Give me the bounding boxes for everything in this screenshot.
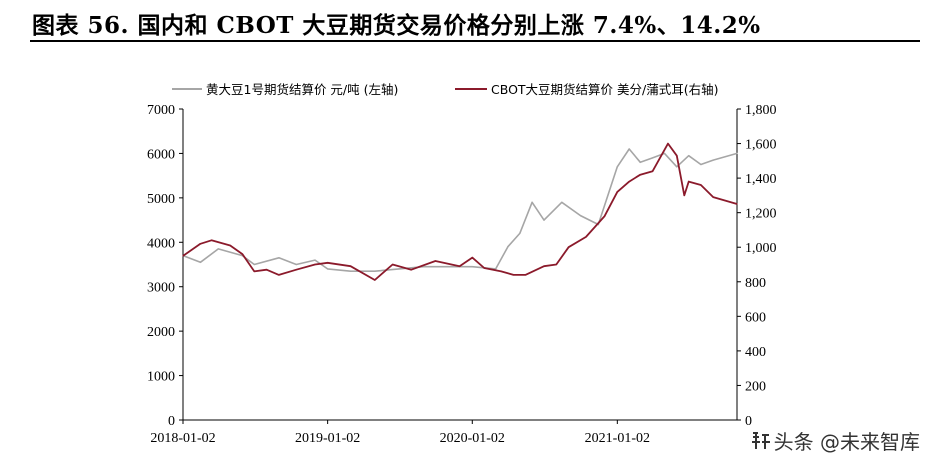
- data-point-domestic: [374, 270, 376, 272]
- data-point-cbot: [266, 269, 268, 271]
- data-point-cbot: [616, 191, 618, 193]
- data-point-domestic: [688, 155, 690, 157]
- y-right-tick-label: 400: [745, 345, 766, 360]
- data-point-cbot: [314, 263, 316, 266]
- data-point-domestic: [278, 257, 280, 259]
- data-point-cbot: [585, 236, 587, 238]
- y-right-tick-label: 800: [745, 276, 766, 291]
- data-point-domestic: [543, 219, 545, 221]
- data-point-cbot: [241, 253, 243, 255]
- y-right-tick-label: 1,200: [745, 207, 777, 222]
- watermark-logo-icon: [751, 432, 770, 449]
- legend-label-domestic: 黄大豆1号期货结算价 元/吨 (左轴): [206, 82, 398, 97]
- data-point-cbot: [736, 203, 738, 205]
- data-point-cbot: [683, 194, 685, 196]
- data-point-cbot: [410, 269, 412, 271]
- chart-title: 图表 56. 国内和 CBOT 大豆期货交易价格分别上涨 7.4%、14.2%: [32, 12, 761, 39]
- legend-label-cbot: CBOT大豆期货结算价 美分/蒲式耳(右轴): [491, 82, 719, 97]
- data-point-domestic: [327, 268, 329, 270]
- data-point-cbot: [471, 257, 473, 259]
- data-point-domestic: [398, 268, 400, 270]
- data-point-domestic: [700, 163, 702, 166]
- y-right-tick-label: 1,800: [745, 103, 777, 118]
- watermark-text: 头条 @未来智库: [773, 430, 920, 454]
- x-tick-label: 2020-01-02: [440, 431, 505, 446]
- data-point-domestic: [314, 259, 316, 261]
- data-point-cbot: [199, 243, 201, 245]
- data-point-cbot: [278, 274, 280, 276]
- data-point-domestic: [519, 232, 521, 234]
- data-point-domestic: [652, 157, 654, 159]
- data-point-cbot: [210, 239, 213, 241]
- data-point-cbot: [676, 155, 678, 157]
- title-underline: [30, 40, 920, 42]
- data-point-domestic: [471, 266, 473, 268]
- series-line-cbot: [182, 142, 738, 281]
- data-point-cbot: [700, 184, 702, 186]
- data-point-cbot: [712, 196, 714, 198]
- data-point-domestic: [447, 266, 449, 268]
- data-point-cbot: [434, 260, 436, 262]
- data-point-domestic: [199, 261, 201, 263]
- x-tick-label: 2021-01-02: [585, 431, 650, 446]
- data-point-domestic: [676, 166, 678, 168]
- data-point-cbot: [500, 270, 502, 272]
- y-right-tick-label: 600: [745, 310, 766, 325]
- data-point-domestic: [628, 148, 630, 150]
- data-point-cbot: [628, 181, 630, 183]
- data-point-domestic: [579, 215, 582, 217]
- data-point-domestic: [639, 161, 641, 163]
- data-point-domestic: [350, 270, 352, 272]
- data-point-cbot: [459, 265, 461, 267]
- y-right-tick-label: 1,000: [745, 241, 777, 256]
- data-point-cbot: [688, 181, 690, 183]
- data-point-cbot: [182, 255, 184, 257]
- data-point-cbot: [392, 263, 394, 266]
- y-right-tick-label: 1,400: [745, 172, 777, 187]
- y-left-tick-label: 4000: [147, 236, 175, 251]
- y-right-tick-label: 0: [745, 414, 752, 429]
- data-point-cbot: [667, 143, 669, 145]
- data-point-cbot: [652, 170, 654, 172]
- data-point-cbot: [555, 263, 557, 266]
- data-point-cbot: [543, 265, 545, 267]
- data-point-domestic: [531, 201, 533, 203]
- data-point-domestic: [217, 248, 219, 250]
- data-point-domestic: [561, 201, 563, 203]
- data-point-domestic: [616, 166, 618, 168]
- y-left-tick-label: 1000: [147, 370, 175, 385]
- y-left-tick-label: 3000: [147, 281, 175, 296]
- data-point-cbot: [512, 274, 515, 276]
- data-point-domestic: [507, 246, 509, 248]
- data-point-cbot: [374, 279, 376, 281]
- data-point-cbot: [350, 265, 352, 267]
- data-point-domestic: [712, 159, 714, 161]
- data-point-cbot: [483, 267, 485, 269]
- y-right-tick-label: 200: [745, 379, 766, 394]
- data-point-cbot: [327, 262, 329, 264]
- y-left-tick-label: 2000: [147, 325, 175, 340]
- data-point-domestic: [253, 263, 255, 266]
- data-point-domestic: [663, 152, 666, 154]
- data-point-cbot: [568, 246, 570, 248]
- x-tick-label: 2019-01-02: [295, 431, 360, 446]
- data-point-cbot: [295, 269, 297, 271]
- data-point-cbot: [639, 174, 641, 176]
- data-point-cbot: [253, 270, 255, 272]
- data-point-cbot: [229, 244, 231, 247]
- y-left-tick-label: 0: [168, 414, 175, 429]
- y-left-tick-label: 6000: [147, 147, 175, 162]
- y-left-tick-label: 5000: [147, 192, 175, 207]
- y-right-tick-label: 1,600: [745, 138, 777, 153]
- y-left-tick-label: 7000: [147, 103, 175, 118]
- data-point-domestic: [295, 263, 297, 266]
- x-tick-label: 2018-01-02: [150, 431, 215, 446]
- watermark: 头条 @未来智库: [750, 426, 920, 455]
- data-point-domestic: [495, 268, 497, 270]
- data-point-domestic: [736, 152, 738, 154]
- data-point-cbot: [524, 274, 527, 276]
- data-point-cbot: [604, 215, 606, 217]
- data-point-domestic: [422, 266, 425, 268]
